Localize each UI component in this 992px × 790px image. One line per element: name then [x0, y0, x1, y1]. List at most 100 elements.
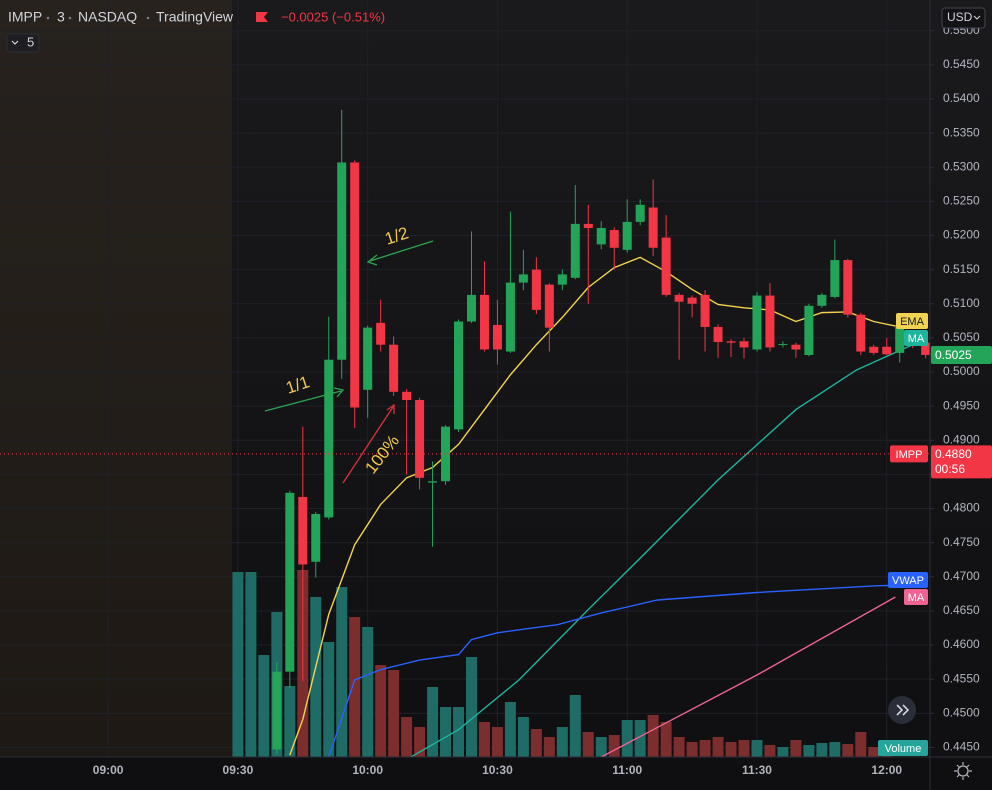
currency-button[interactable] — [941, 7, 986, 29]
x-tick-label: 11:00 — [612, 763, 642, 777]
volume-bar — [816, 743, 828, 757]
interval: 3 — [57, 9, 65, 25]
y-tick-label: 0.4900 — [943, 432, 980, 446]
volume-bar — [349, 617, 361, 757]
volume-bar — [764, 745, 776, 757]
separator — [146, 16, 150, 20]
candle-body — [817, 294, 827, 306]
arrow — [369, 240, 434, 262]
volume-bar — [362, 627, 374, 757]
candle-body — [531, 269, 541, 310]
volume-bar — [621, 720, 633, 757]
y-tick-label: 0.5000 — [943, 364, 980, 378]
indicator-lines — [289, 256, 926, 757]
volume-bar — [842, 744, 854, 757]
flag-icon[interactable] — [256, 12, 268, 22]
candle-body — [428, 481, 438, 483]
tag-label: IMPP — [896, 449, 923, 461]
candle-body — [337, 162, 347, 360]
y-tick-label: 0.4550 — [943, 671, 980, 685]
source: TradingView — [156, 9, 234, 25]
volume-bar — [634, 720, 646, 757]
candle-body — [350, 162, 360, 408]
tag-bg — [931, 445, 992, 479]
candle-body — [869, 346, 879, 353]
candle-body — [830, 260, 840, 297]
volume-bar — [647, 715, 659, 757]
arrow-head — [386, 403, 395, 414]
y-tick-label: 0.4750 — [943, 535, 980, 549]
indicator-tag: MA — [908, 333, 925, 345]
separator — [46, 16, 50, 20]
tag-bg — [896, 312, 928, 329]
chevron — [973, 15, 981, 20]
separator — [68, 16, 72, 20]
x-tick-label: 11:30 — [742, 763, 772, 777]
volume-bar — [336, 587, 348, 757]
indicators-toggle[interactable] — [6, 33, 40, 53]
volume-bar — [504, 702, 516, 757]
y-tick-label: 0.4700 — [943, 569, 980, 583]
y-tick-label: 0.4650 — [943, 603, 980, 617]
y-tick-label: 0.5250 — [943, 194, 980, 208]
indicator-line — [600, 596, 896, 757]
volume-bar — [686, 742, 698, 757]
exchange: NASDAQ — [78, 9, 137, 25]
candle-body — [661, 237, 671, 295]
volume-bar — [673, 737, 685, 757]
candle-body — [765, 295, 775, 348]
candle-body — [713, 326, 723, 342]
candle-body — [454, 321, 464, 430]
volume-bar — [699, 740, 711, 757]
tag-bg — [931, 345, 992, 364]
volume-bar — [582, 732, 594, 757]
y-tick-label: 0.5200 — [943, 228, 980, 242]
candle-body — [609, 230, 619, 248]
volume-bar — [738, 740, 750, 757]
x-tick-label: 10:00 — [352, 763, 383, 777]
tag-bg — [904, 329, 928, 346]
arrow — [342, 406, 394, 484]
volume-bar — [725, 742, 737, 757]
candle-body — [376, 322, 386, 345]
volume-bar — [790, 740, 802, 757]
candle-body — [505, 282, 515, 352]
x-tick-label: 12:00 — [871, 763, 902, 777]
candle-body — [778, 344, 788, 346]
arrow-head — [366, 254, 378, 266]
indicator-tag: VWAP — [892, 575, 924, 587]
y-tick-label: 0.4600 — [943, 637, 980, 651]
candle-body — [402, 391, 412, 401]
volume-bar — [232, 572, 244, 757]
symbol: IMPP — [8, 9, 42, 25]
volume-bar — [855, 732, 867, 757]
volume-bar — [323, 642, 335, 757]
gear[interactable] — [957, 765, 969, 777]
candle-body — [518, 274, 528, 283]
settings-icon[interactable] — [954, 762, 972, 780]
candle-body — [648, 207, 658, 248]
volume-bar — [375, 665, 387, 757]
last-price-label: 0.5025 — [935, 348, 972, 362]
volume-bar — [388, 670, 400, 757]
countdown: 00:56 — [935, 462, 965, 476]
candle-body — [557, 274, 567, 285]
candle-body — [363, 327, 373, 390]
candle-body — [466, 294, 476, 322]
candle-body — [622, 221, 632, 250]
tag-bg — [890, 445, 928, 463]
chevron — [902, 704, 910, 716]
scroll-button[interactable] — [888, 696, 916, 724]
volume-bar — [245, 572, 257, 757]
candle-body — [843, 260, 853, 315]
y-tick-label: 0.4500 — [943, 705, 980, 719]
volume-bar — [751, 740, 763, 757]
candle-body — [285, 492, 295, 672]
candle-body — [298, 496, 308, 565]
y-tick-label: 0.5400 — [943, 91, 980, 105]
candle-body — [544, 284, 554, 328]
indicator-line — [328, 584, 926, 757]
